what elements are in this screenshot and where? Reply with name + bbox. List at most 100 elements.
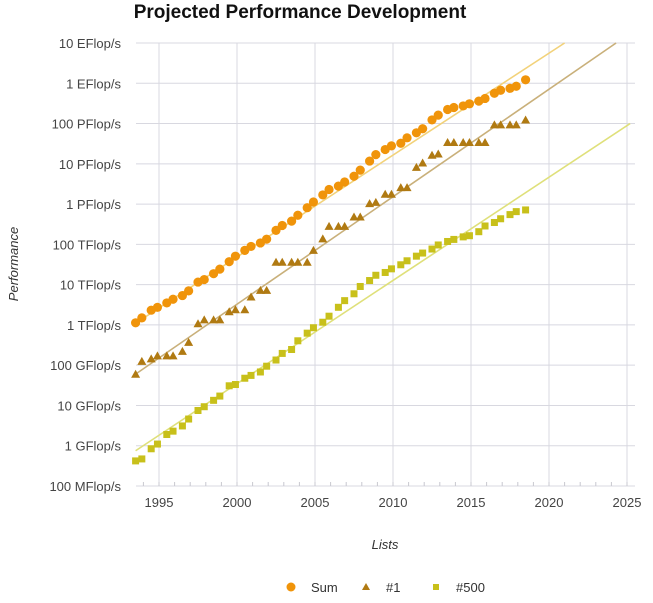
point-n500: [403, 257, 411, 265]
y-tick-label: 100 GFlop/s: [50, 358, 121, 373]
y-tick-label: 1 EFlop/s: [66, 76, 121, 91]
point-n1: [480, 137, 490, 146]
y-tick-label: 10 TFlop/s: [60, 278, 122, 293]
point-n1: [349, 212, 359, 221]
x-tick-label: 2010: [379, 495, 408, 510]
point-Sum: [318, 190, 328, 200]
point-n500: [387, 265, 395, 273]
point-n500: [381, 268, 389, 276]
point-n500: [434, 241, 442, 249]
point-n500: [231, 381, 239, 389]
x-tick-label: 2015: [457, 495, 486, 510]
y-tick-label: 10 EFlop/s: [59, 36, 122, 51]
point-n500: [241, 374, 249, 382]
point-n500: [288, 346, 296, 354]
point-n500: [412, 252, 420, 260]
point-Sum: [365, 156, 375, 166]
point-n500: [490, 218, 498, 226]
point-n1: [271, 257, 281, 266]
legend-label-n1: #1: [386, 580, 400, 595]
legend-label-Sum: Sum: [311, 580, 338, 595]
x-axis-title: Lists: [372, 537, 399, 552]
point-n1: [396, 183, 406, 192]
y-tick-label: 10 PFlop/s: [59, 157, 122, 172]
point-n1: [177, 346, 187, 355]
x-axis-ticks: 1995 2000 2005 2010 2015 2020 2025: [145, 495, 642, 510]
x-tick-label: 2000: [223, 495, 252, 510]
point-Sum: [496, 85, 506, 95]
point-n1: [168, 351, 178, 360]
point-n1: [146, 354, 156, 363]
point-n500: [334, 303, 342, 311]
point-Sum: [277, 220, 287, 231]
point-n1: [505, 120, 515, 129]
point-n500: [210, 396, 218, 404]
point-Sum: [402, 133, 412, 143]
point-n500: [200, 403, 208, 411]
point-n1: [380, 189, 390, 198]
point-n500: [512, 208, 520, 216]
y-tick-label: 1 TFlop/s: [67, 318, 121, 333]
point-Sum: [355, 165, 365, 175]
point-n1: [137, 356, 147, 365]
point-n500: [263, 362, 271, 370]
point-n500: [506, 211, 514, 219]
point-n500: [481, 222, 489, 230]
point-Sum: [224, 257, 234, 267]
point-Sum: [184, 286, 194, 296]
legend-marker-n1: [362, 583, 370, 590]
point-n1: [340, 221, 350, 230]
data-points: [131, 75, 531, 465]
point-n1: [199, 315, 209, 324]
point-n1: [215, 315, 225, 324]
point-n500: [185, 415, 193, 423]
trend-lines: [135, 42, 631, 452]
point-n1: [287, 257, 297, 266]
point-Sum: [464, 99, 475, 109]
point-n500: [459, 233, 467, 241]
point-n1: [433, 149, 443, 158]
point-n1: [474, 137, 484, 146]
point-n1: [449, 137, 459, 146]
y-axis-ticks: 100 MFlop/s 1 GFlop/s 10 GFlop/s 100 GFlop/…: [49, 36, 121, 494]
legend-marker-n500: [433, 584, 439, 590]
point-Sum: [449, 102, 459, 113]
point-Sum: [168, 294, 178, 304]
point-n1: [246, 292, 256, 301]
point-Sum: [308, 197, 319, 207]
point-n1: [355, 212, 365, 221]
point-Sum: [152, 302, 163, 312]
point-Sum: [340, 177, 350, 187]
x-tick-label: 2005: [301, 495, 330, 510]
legend-marker-Sum: [286, 582, 296, 592]
point-n1: [230, 305, 240, 314]
point-n1: [277, 257, 287, 266]
point-n500: [372, 271, 380, 279]
point-n500: [216, 392, 224, 400]
point-n500: [350, 290, 358, 298]
point-n500: [132, 457, 140, 465]
chart-title: Projected Performance Development: [133, 2, 467, 23]
y-tick-label: 100 TFlop/s: [53, 237, 122, 252]
point-n500: [428, 245, 436, 253]
point-n500: [163, 431, 171, 439]
point-Sum: [521, 75, 531, 85]
point-n500: [138, 455, 146, 463]
point-n1: [184, 337, 194, 346]
point-n1: [131, 369, 141, 378]
point-n500: [356, 282, 364, 290]
point-Sum: [177, 290, 187, 301]
point-n1: [308, 245, 318, 254]
point-n500: [247, 371, 255, 379]
point-n500: [450, 235, 458, 243]
x-tick-label: 1995: [145, 495, 174, 510]
point-n500: [497, 215, 505, 223]
point-n500: [303, 329, 311, 337]
point-Sum: [293, 210, 303, 220]
point-n500: [178, 422, 186, 430]
point-n1: [318, 234, 328, 243]
point-n500: [475, 228, 483, 236]
point-Sum: [215, 264, 225, 274]
point-Sum: [349, 171, 359, 181]
